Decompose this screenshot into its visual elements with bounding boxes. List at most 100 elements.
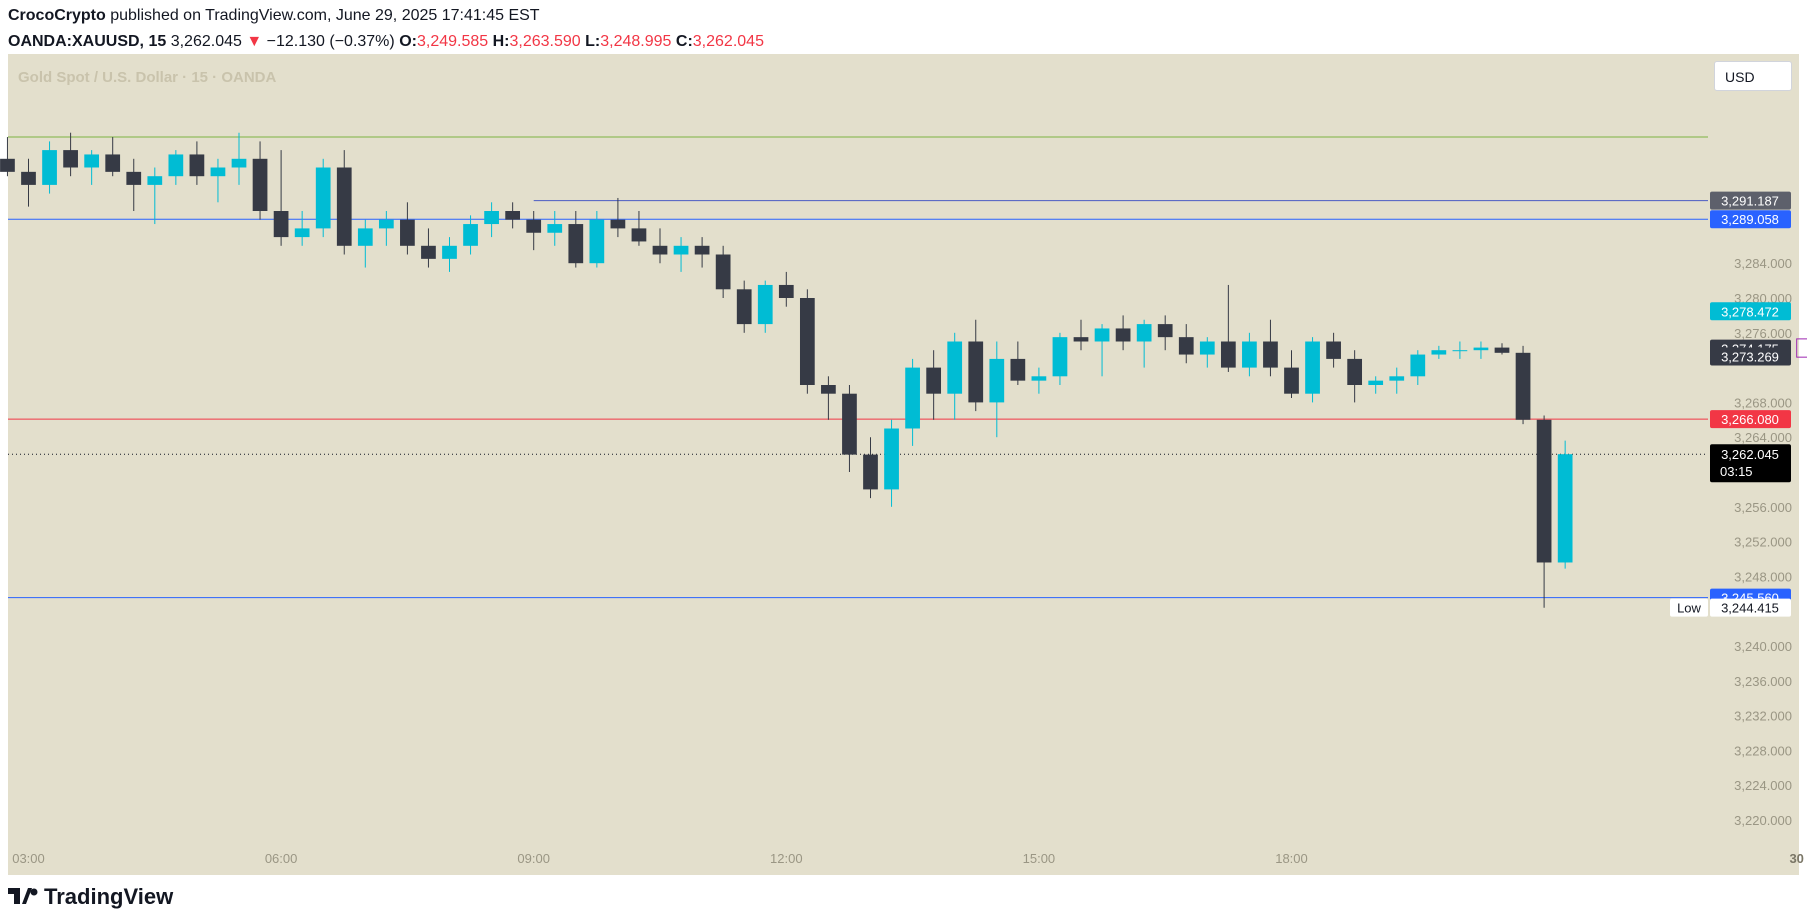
candle-body (1410, 354, 1426, 377)
y-tick-label: 3,284.000 (1734, 256, 1792, 271)
chart-header: CrocoCrypto published on TradingView.com… (8, 6, 764, 52)
price-tag-0: 3,278.472 (1721, 304, 1779, 319)
y-tick-label: 3,256.000 (1734, 500, 1792, 515)
line-price-tag-1: 3,289.058 (1721, 212, 1779, 227)
candle-body (0, 158, 15, 172)
x-tick-label: 15:00 (1023, 851, 1056, 866)
x-tick-label: 09:00 (517, 851, 550, 866)
candle-body (1242, 341, 1257, 368)
candle-body (1284, 367, 1299, 394)
y-tick-label: 3,240.000 (1734, 639, 1792, 654)
candle-body (926, 367, 942, 394)
y-tick-label: 3,236.000 (1734, 674, 1792, 689)
candle-body (1473, 347, 1489, 351)
candle-body (821, 385, 836, 394)
y-tick-label: 3,248.000 (1734, 569, 1792, 584)
candle-body (1115, 328, 1131, 342)
candle-body (989, 358, 1005, 403)
open-value: 3,249.585 (416, 33, 489, 50)
countdown-label: 03:15 (1720, 464, 1753, 479)
open-label: O: (399, 33, 417, 50)
candle-body (442, 245, 457, 259)
line-price-tag-2-bg (1710, 410, 1791, 429)
author-name[interactable]: CrocoCrypto (8, 7, 106, 24)
candle-body (842, 393, 857, 455)
close-value: 3,262.045 (692, 33, 764, 50)
candle-body (568, 224, 584, 264)
candle-body (694, 245, 710, 255)
candle-body (1052, 337, 1068, 377)
x-tick-label: 06:00 (265, 851, 298, 866)
tradingview-logo[interactable]: TradingView (8, 884, 173, 910)
line-price-tag-1-bg (1710, 210, 1791, 229)
y-tick-label: 3,264.000 (1734, 430, 1792, 445)
candle-body (526, 219, 542, 233)
candle-body (210, 167, 226, 177)
tradingview-mark-icon (8, 884, 38, 910)
candle-body (673, 245, 689, 255)
candle-body (547, 224, 563, 233)
line-price-tag-2: 3,266.080 (1721, 412, 1779, 427)
y-tick-label: 3,276.000 (1734, 326, 1792, 341)
price-tag-3: 3,244.415 (1721, 601, 1779, 616)
price-tag-0-bg (1710, 302, 1791, 321)
y-tick-label: 3,252.000 (1734, 535, 1792, 550)
candle-body (21, 171, 36, 185)
candle-body (1263, 341, 1278, 368)
down-arrow-icon: ▼ (246, 33, 263, 50)
candle-body (1494, 347, 1510, 353)
candle-body (736, 289, 752, 325)
candle-body (1368, 380, 1384, 385)
time-axis-area[interactable] (8, 841, 1799, 875)
candle-body (189, 154, 205, 177)
close-label: C: (675, 33, 693, 50)
candle-body (1347, 358, 1363, 385)
candle-body (863, 454, 878, 490)
candle-body (1157, 324, 1173, 338)
candle-body (1220, 341, 1236, 368)
x-tick-label: 03:00 (12, 851, 45, 866)
candle-body (105, 154, 121, 172)
candle-body (905, 367, 920, 429)
price-tag-3-bg (1710, 598, 1791, 617)
candle-body (1515, 352, 1531, 420)
low-label: L: (585, 33, 601, 50)
currency-selector[interactable]: USD (1714, 61, 1792, 91)
rectangle-drawing[interactable] (1796, 338, 1807, 358)
high-label: H: (492, 33, 510, 50)
y-tick-label: 3,268.000 (1734, 395, 1792, 410)
candle-body (610, 219, 626, 229)
ohlc-line: OANDA:XAUUSD, 15 3,262.045 ▼ −12.130 (−0… (8, 32, 764, 52)
candle-body (1094, 328, 1110, 342)
candle-body (315, 167, 331, 229)
low-marker-label: Low (1677, 601, 1701, 616)
candle-body (421, 245, 436, 259)
candle-body (505, 211, 521, 220)
candle-body (589, 219, 605, 264)
candle-body (1536, 419, 1552, 563)
x-tick-label: 12:00 (770, 851, 803, 866)
candle-body (1010, 358, 1026, 381)
candle-body (42, 150, 57, 185)
candle-body (652, 245, 668, 255)
low-value: 3,248.995 (600, 33, 672, 50)
y-tick-label: 3,220.000 (1734, 813, 1792, 828)
candle-body (1073, 337, 1089, 342)
candle-body (336, 167, 352, 246)
last-price-tag: 3,262.045 (1721, 447, 1779, 462)
line-price-tag-0-bg (1710, 191, 1791, 210)
candle-body (484, 211, 499, 225)
candle-body (84, 154, 100, 168)
candle-body (1031, 376, 1047, 381)
candle-body (884, 428, 899, 490)
watermark: Gold Spot / U.S. Dollar · 15 · OANDA (18, 69, 277, 86)
candle-body (147, 176, 163, 185)
symbol-label[interactable]: OANDA:XAUUSD, 15 (8, 33, 167, 50)
price-tag-2-bg (1710, 347, 1791, 366)
candle-body (1452, 350, 1468, 352)
candle-body (778, 284, 794, 298)
price-tag-2: 3,273.269 (1721, 350, 1779, 365)
last-price: 3,262.045 (170, 33, 242, 50)
candle-body (757, 284, 773, 325)
